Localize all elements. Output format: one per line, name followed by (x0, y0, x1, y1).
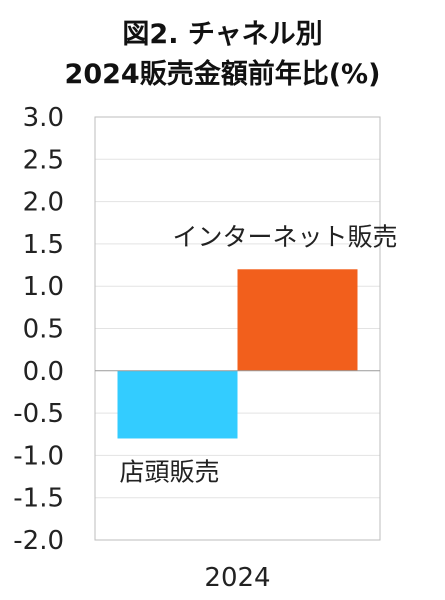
series-labels: 店頭販売 インターネット販売 (120, 222, 398, 486)
series-label: インターネット販売 (172, 222, 397, 251)
y-tick-label: 0.0 (23, 357, 64, 387)
chart-title-line-1: 図2. チャネル別 (122, 19, 323, 50)
y-tick-label: -1.0 (13, 441, 64, 471)
y-tick-label: 1.0 (23, 272, 64, 302)
y-tick-labels: 3.0 2.5 2.0 1.5 1.0 0.5 0.0 -0.5 -1.0 -1.5 -2.0 (13, 103, 64, 556)
y-tick-label: 2.5 (23, 145, 64, 175)
y-tick-label: 1.5 (23, 230, 64, 260)
y-tick-label: 2.0 (23, 188, 64, 218)
bar-internet (237, 269, 358, 371)
chart-title-line-2: 2024販売金額前年比(%) (64, 59, 381, 90)
bar-store (117, 370, 238, 439)
y-tick-label: -0.5 (13, 399, 64, 429)
series-label: 店頭販売 (120, 457, 220, 486)
y-tick-label: 0.5 (23, 315, 64, 345)
bars (117, 269, 358, 439)
plot-frame (94, 116, 381, 541)
x-tick-labels: 2024 (204, 563, 270, 593)
y-tick-label: -2.0 (13, 526, 64, 556)
y-tick-label: 3.0 (23, 103, 64, 133)
y-tick-label: -1.5 (13, 484, 64, 514)
x-tick-label: 2024 (204, 563, 270, 593)
